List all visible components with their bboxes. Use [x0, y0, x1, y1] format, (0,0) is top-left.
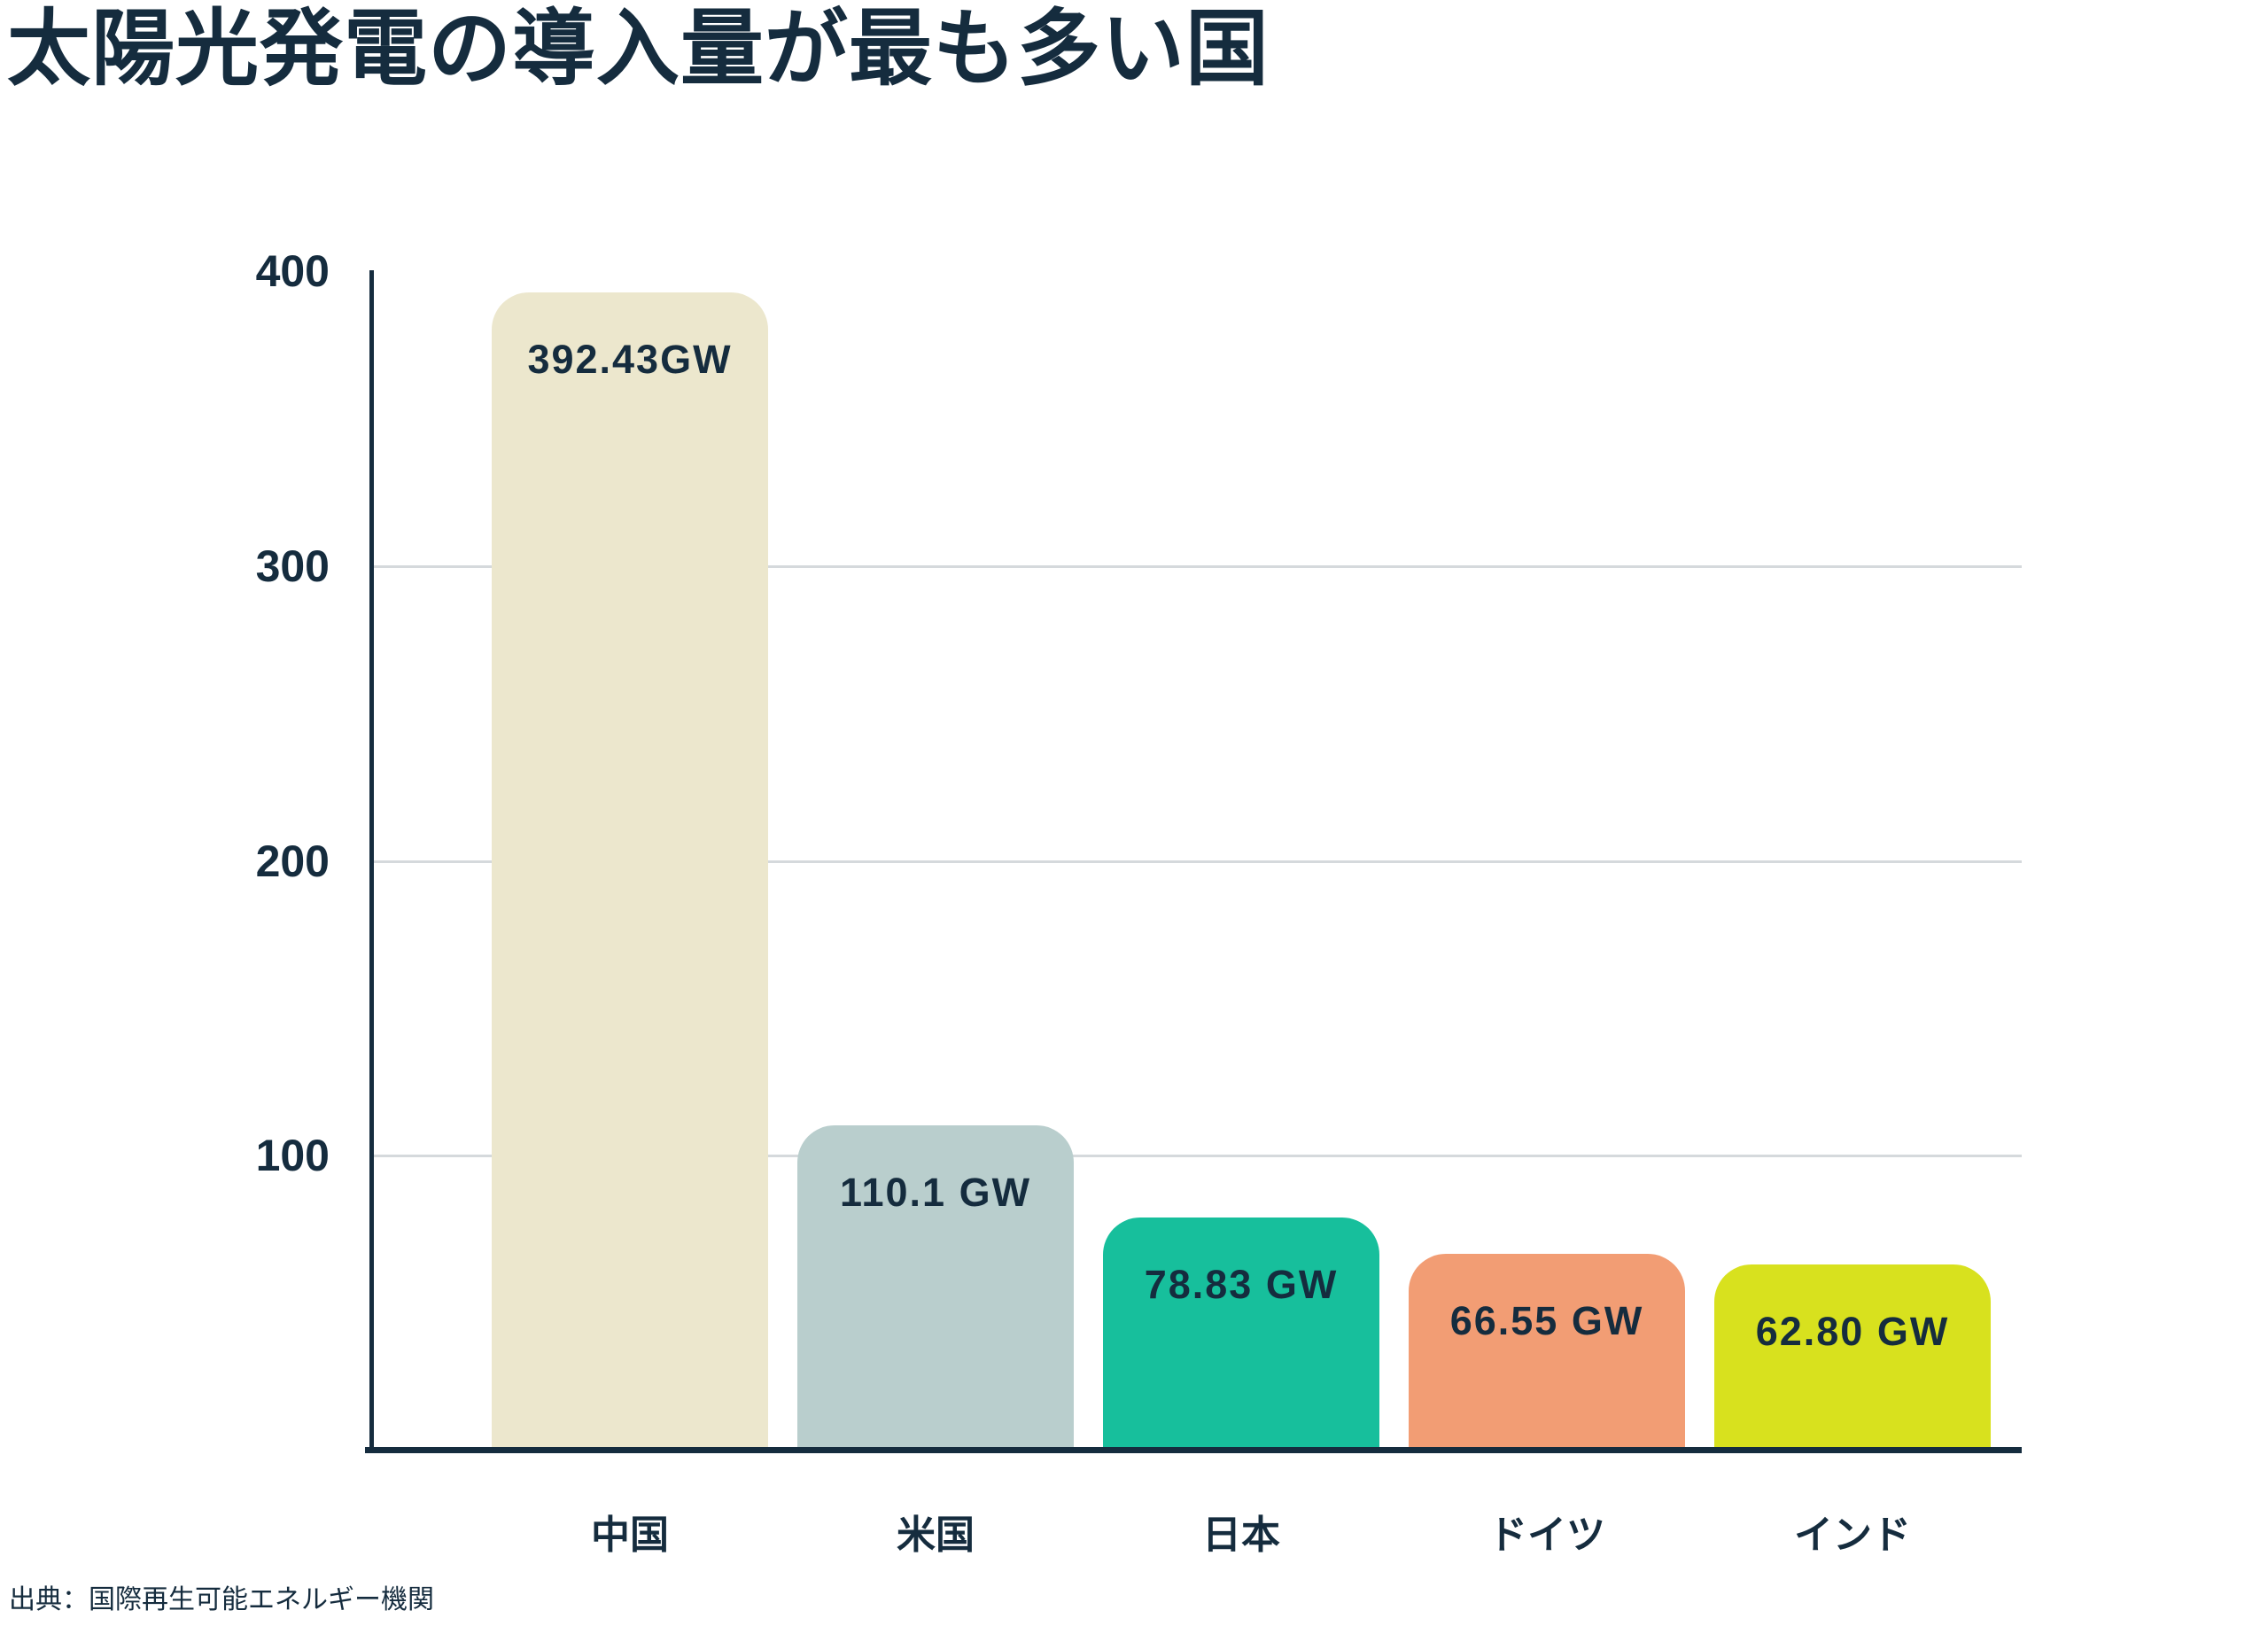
gridline-300 [374, 564, 2022, 568]
bar-米国: 110.1 GW [797, 1124, 1074, 1450]
y-tick-label-100: 100 [255, 1131, 330, 1181]
x-axis-label-インド: インド [1794, 1513, 1911, 1557]
bar-ドイツ: 66.55 GW [1409, 1253, 1685, 1450]
plot-area: 392.43GW 110.1 GW 78.83 GW 66.55 GW 62.80 GW… [365, 270, 2022, 1557]
bar-value-label-中国: 392.43GW [527, 337, 733, 383]
x-axis-label-ドイツ: ドイツ [1488, 1513, 1605, 1557]
bar-value-label-日本: 78.83 GW [1144, 1261, 1339, 1307]
y-tick-label-300: 300 [255, 541, 330, 591]
x-axis [365, 1447, 2022, 1453]
y-tick-label-200: 200 [255, 836, 330, 886]
y-tick-label-400: 400 [255, 246, 330, 296]
bar-日本: 78.83 GW [1103, 1217, 1379, 1450]
bar-value-label-インド: 62.80 GW [1755, 1309, 1950, 1355]
y-axis [369, 270, 374, 1450]
source-note: 出典：国際再生可能エネルギー機関 [9, 1585, 434, 1614]
bar-中国: 392.43GW [492, 292, 768, 1450]
bar-インド: 62.80 GW [1714, 1264, 1991, 1450]
chart-title: 太陽光発電の導入量が最も多い国 [7, 2, 1270, 95]
y-axis-tick-labels: 400 300 200 100 [115, 249, 330, 1450]
bar-value-label-ドイツ: 66.55 GW [1449, 1297, 1644, 1343]
x-axis-label-日本: 日本 [1202, 1513, 1280, 1557]
gridline-200 [374, 860, 2022, 863]
x-axis-label-中国: 中国 [591, 1513, 669, 1557]
gridline-100 [374, 1155, 2022, 1158]
bar-value-label-米国: 110.1 GW [839, 1169, 1032, 1215]
x-axis-label-米国: 米国 [897, 1513, 975, 1557]
